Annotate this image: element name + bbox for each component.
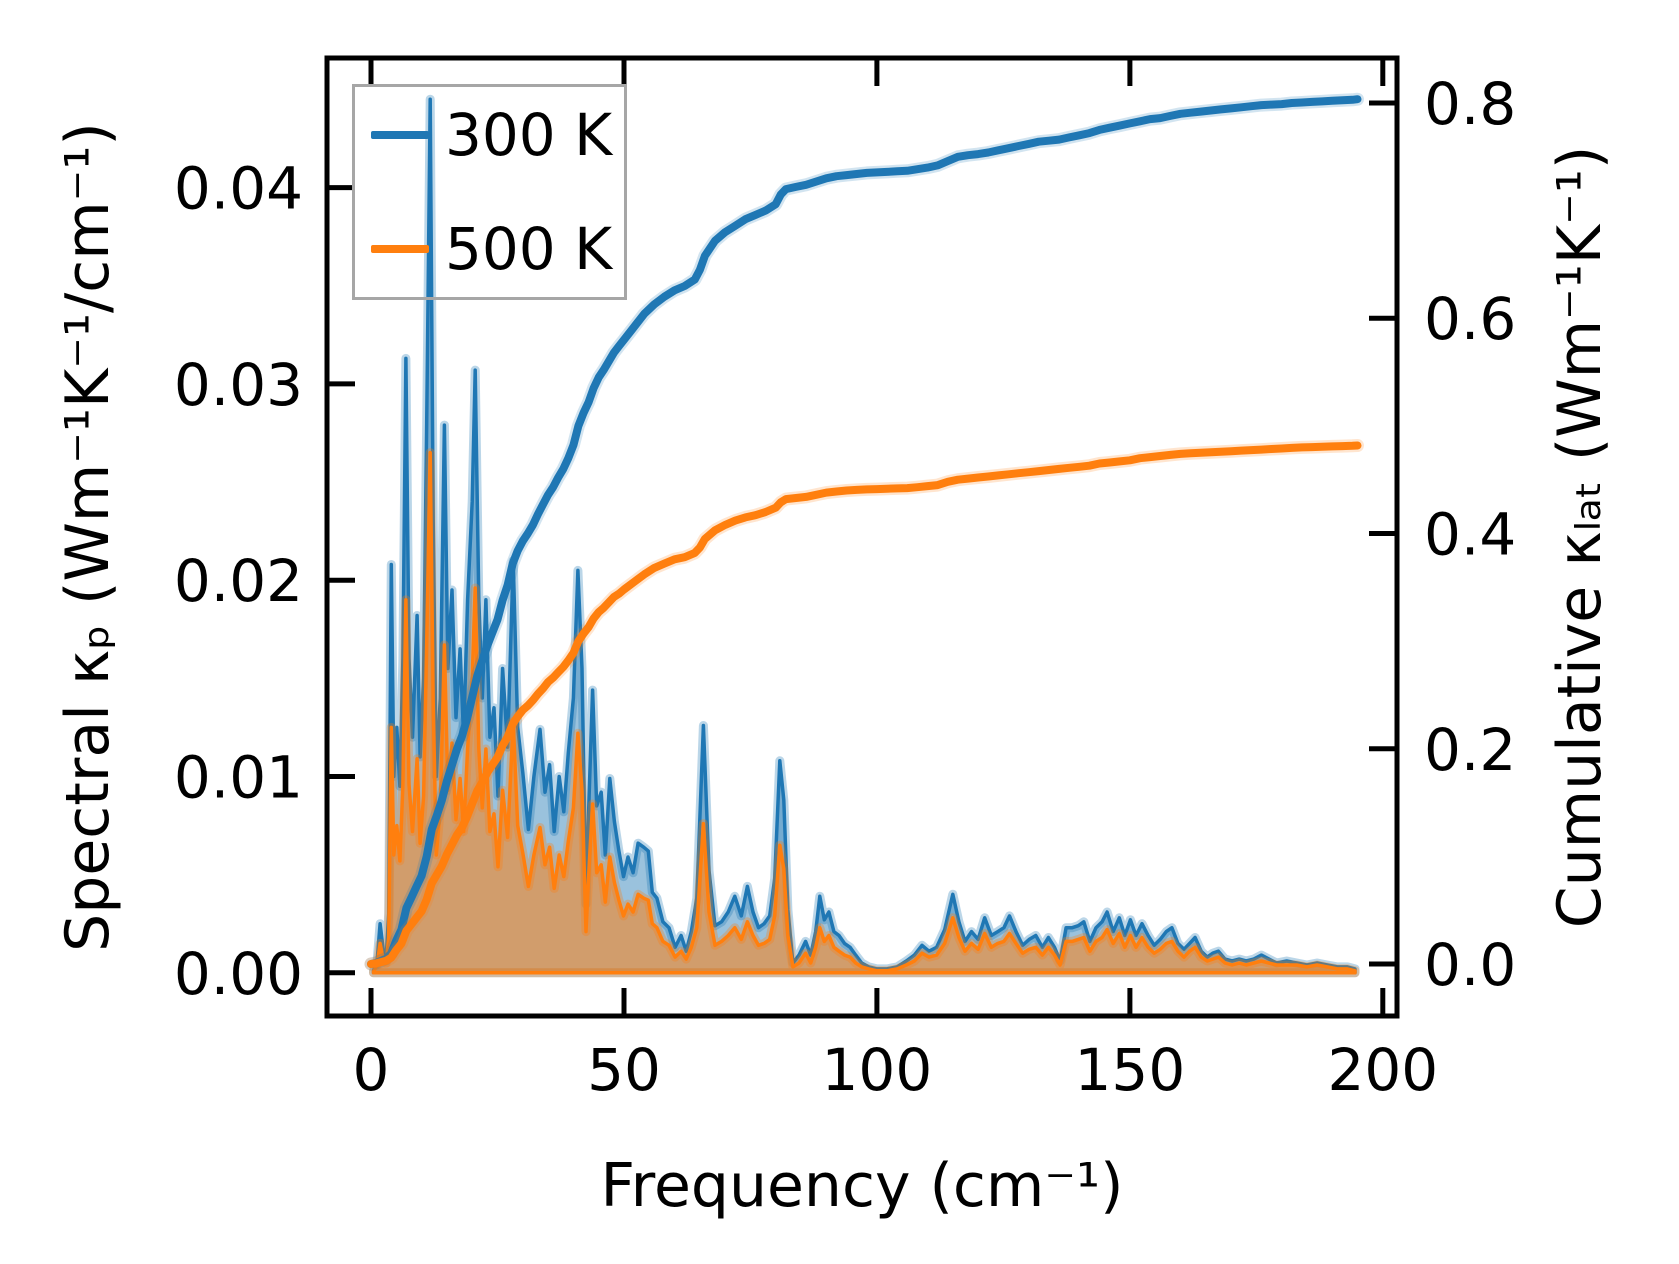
x-tick-label: 150 xyxy=(1075,1036,1186,1104)
legend-swatch-500k-icon xyxy=(371,245,429,253)
legend-swatch-300k-icon xyxy=(371,131,429,139)
x-tick-label: 100 xyxy=(822,1036,933,1104)
y-left-tick-label: 0.02 xyxy=(174,547,303,615)
legend-label-500k: 500 K xyxy=(445,215,613,283)
spectral-500k-edge xyxy=(371,450,1357,975)
y-right-tick-label: 0.0 xyxy=(1424,931,1516,999)
spectral-500k-fill xyxy=(373,452,1355,973)
y-left-tick-label: 0.01 xyxy=(174,744,303,812)
y-left-tick-label: 0.00 xyxy=(174,940,303,1008)
legend-label-300k: 300 K xyxy=(445,101,613,169)
spectral-300k-edge xyxy=(371,97,1357,975)
cumulative-500k-line xyxy=(367,441,1362,968)
x-tick-label: 50 xyxy=(587,1036,661,1104)
legend-entry-500k: 500 K xyxy=(371,214,624,284)
plot-border xyxy=(324,55,1400,1019)
y-right-tick-label: 0.4 xyxy=(1424,501,1516,569)
y-right-tick-label: 0.2 xyxy=(1424,716,1516,784)
y-left-tick-label: 0.04 xyxy=(174,155,303,223)
x-tick-label: 0 xyxy=(353,1036,390,1104)
y-left-tick-label: 0.03 xyxy=(174,351,303,419)
y-right-tick-label: 0.8 xyxy=(1424,70,1516,138)
legend-entry-300k: 300 K xyxy=(371,100,624,170)
cumulative-300k-line xyxy=(367,95,1362,968)
x-tick-label: 200 xyxy=(1327,1036,1438,1104)
y-right-tick-label: 0.6 xyxy=(1424,285,1516,353)
legend: 300 K 500 K xyxy=(352,84,627,300)
